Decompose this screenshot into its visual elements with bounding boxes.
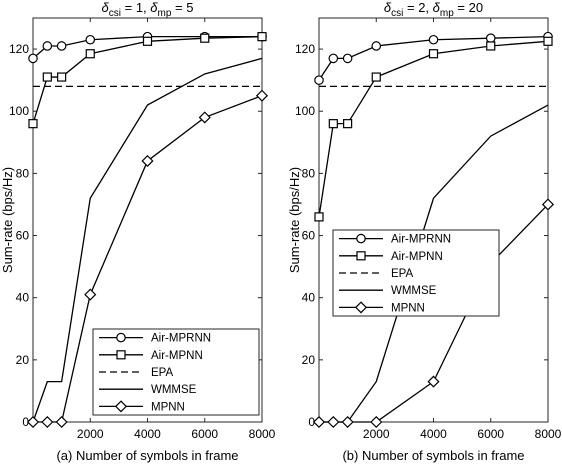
y-tick-label: 80: [302, 166, 316, 180]
y-tick-label: 120: [295, 42, 315, 56]
data-point-air-mpnn: [428, 49, 439, 59]
legend-label-epa: EPA: [391, 268, 413, 280]
x-tick-label: 6000: [191, 427, 218, 441]
data-point-air-mpnn: [142, 36, 153, 46]
data-point-air-mprnn: [342, 53, 353, 64]
plot-area: [318, 17, 549, 423]
data-point-air-mprnn: [28, 53, 38, 64]
data-point-air-mpnn: [314, 212, 324, 222]
y-tick-label: 100: [9, 104, 29, 118]
legend-label-wmmse: WMMSE: [391, 285, 437, 297]
data-point-air-mpnn: [28, 119, 38, 129]
data-point-mpnn: [327, 415, 340, 429]
data-point-air-mprnn: [371, 41, 382, 51]
x-tick-label: 8000: [535, 427, 562, 441]
data-point-mpnn: [55, 415, 68, 429]
x-tick-label: 6000: [477, 427, 504, 441]
data-point-air-mpnn: [486, 41, 496, 51]
data-point-mpnn: [198, 111, 211, 124]
legend-marker-air-mpnn: [356, 251, 366, 261]
x-axis-label: (b) Number of symbols in frame: [342, 448, 524, 463]
legend-label-air-mprnn: Air-MPRNN: [151, 333, 211, 345]
legend-box: [332, 229, 500, 317]
series-line-wmmse: [32, 57, 263, 423]
data-point-mpnn: [41, 415, 54, 429]
data-point-air-mpnn: [371, 72, 381, 82]
data-point-air-mprnn: [328, 53, 339, 64]
y-tick-label: 120: [9, 42, 29, 56]
data-point-air-mpnn: [328, 119, 338, 129]
data-point-mpnn: [541, 198, 555, 211]
data-point-air-mpnn: [543, 36, 553, 46]
legend-marker-mpnn: [354, 301, 368, 314]
legend-marker-air-mprnn: [356, 233, 366, 244]
data-point-mpnn: [427, 375, 440, 388]
y-tick-label: 60: [16, 229, 30, 243]
legend-label-mpnn: MPNN: [151, 401, 185, 413]
data-point-mpnn: [370, 415, 383, 429]
legend-label-air-mpnn: Air-MPNN: [391, 251, 443, 263]
data-point-mpnn: [84, 288, 97, 301]
y-tick-label: 0: [22, 415, 29, 429]
y-axis-label: Sum-rate (bps/Hz): [287, 167, 302, 273]
y-tick-label: 100: [295, 104, 315, 118]
data-point-air-mpnn: [42, 72, 52, 82]
y-axis-label: Sum-rate (bps/Hz): [0, 167, 15, 273]
legend-marker-air-mprnn: [116, 332, 126, 343]
y-tick-label: 40: [302, 291, 316, 305]
data-point-mpnn: [141, 154, 154, 168]
y-tick-label: 60: [302, 229, 316, 243]
legend-marker-mpnn: [114, 400, 128, 413]
legend-label-epa: EPA: [151, 367, 173, 379]
data-point-air-mprnn: [42, 41, 53, 51]
y-tick-label: 40: [16, 291, 30, 305]
data-point-air-mpnn: [85, 49, 95, 59]
data-point-mpnn: [255, 89, 269, 102]
legend-marker-air-mpnn: [116, 350, 126, 360]
data-point-air-mpnn: [257, 32, 267, 42]
y-tick-label: 20: [302, 353, 316, 367]
y-tick-label: 20: [16, 353, 30, 367]
legend-box: [92, 328, 260, 416]
data-point-air-mprnn: [56, 41, 67, 51]
legend-label-wmmse: WMMSE: [151, 384, 197, 396]
data-point-air-mprnn: [314, 75, 324, 85]
data-point-air-mprnn: [428, 34, 439, 45]
y-tick-label: 80: [16, 166, 30, 180]
data-point-mpnn: [312, 415, 326, 429]
legend-label-mpnn: MPNN: [391, 302, 425, 314]
legend-label-air-mpnn: Air-MPNN: [151, 350, 203, 362]
data-point-air-mprnn: [85, 34, 96, 45]
chart-title: δcsi = 2, δmp = 20: [384, 0, 483, 19]
chart-panel-2: 0 20 40 60 80 100 120 2000 4000 6000 8000 δcsi = 2,…: [287, 0, 562, 463]
data-point-air-mpnn: [200, 33, 210, 43]
x-axis-label: (a) Number of symbols in frame: [56, 448, 238, 463]
chart-panel-1: 0 20 40 60 80 100 120 2000 4000 6000 8000 δcsi = 1,…: [0, 0, 276, 463]
legend: Air-MPRNN Air-MPNN EPA WMMSE MPNN: [92, 328, 260, 416]
legend-label-air-mprnn: Air-MPRNN: [391, 234, 451, 246]
data-point-mpnn: [341, 415, 354, 429]
x-tick-label: 4000: [420, 427, 447, 441]
chart-title: δcsi = 1, δmp = 5: [102, 0, 194, 19]
y-tick-label: 0: [308, 415, 315, 429]
data-point-mpnn: [26, 415, 40, 429]
data-point-air-mpnn: [57, 72, 67, 82]
x-tick-label: 2000: [363, 427, 390, 441]
x-tick-label: 8000: [249, 427, 276, 441]
data-point-air-mprnn: [485, 33, 496, 43]
data-point-air-mpnn: [343, 119, 353, 129]
legend: Air-MPRNN Air-MPNN EPA WMMSE MPNN: [332, 229, 500, 317]
x-tick-label: 2000: [77, 427, 104, 441]
x-tick-label: 4000: [134, 427, 161, 441]
